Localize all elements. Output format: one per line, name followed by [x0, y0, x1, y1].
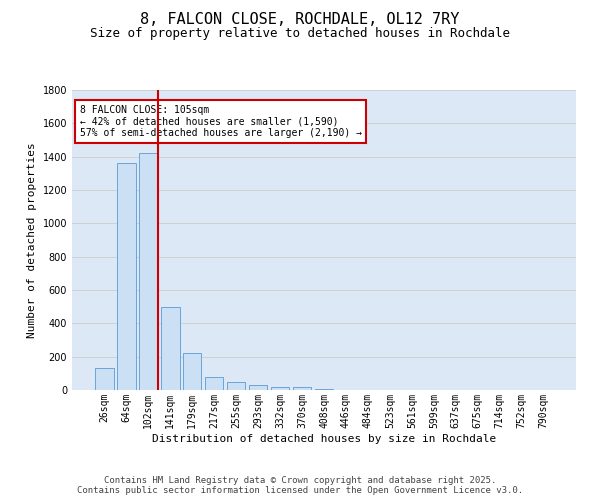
Y-axis label: Number of detached properties: Number of detached properties: [27, 142, 37, 338]
Bar: [183, 352, 202, 390]
Bar: [139, 154, 158, 390]
Bar: [161, 306, 179, 390]
Bar: [249, 385, 268, 390]
X-axis label: Distribution of detached houses by size in Rochdale: Distribution of detached houses by size …: [152, 434, 496, 444]
Bar: [117, 164, 136, 390]
Text: Size of property relative to detached houses in Rochdale: Size of property relative to detached ho…: [90, 28, 510, 40]
Bar: [271, 386, 289, 390]
Bar: [95, 368, 113, 390]
Bar: [205, 376, 223, 390]
Text: 8 FALCON CLOSE: 105sqm
← 42% of detached houses are smaller (1,590)
57% of semi-: 8 FALCON CLOSE: 105sqm ← 42% of detached…: [80, 105, 362, 138]
Bar: [293, 386, 311, 390]
Bar: [227, 382, 245, 390]
Bar: [314, 389, 334, 390]
Text: 8, FALCON CLOSE, ROCHDALE, OL12 7RY: 8, FALCON CLOSE, ROCHDALE, OL12 7RY: [140, 12, 460, 28]
Text: Contains HM Land Registry data © Crown copyright and database right 2025.
Contai: Contains HM Land Registry data © Crown c…: [77, 476, 523, 495]
